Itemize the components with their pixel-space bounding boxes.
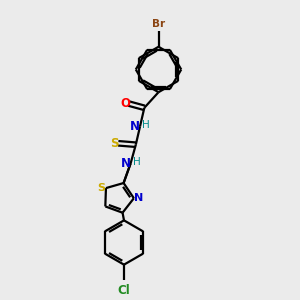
Text: N: N <box>134 193 143 203</box>
Text: H: H <box>142 120 150 130</box>
Text: O: O <box>120 97 130 110</box>
Text: H: H <box>133 157 141 167</box>
Text: N: N <box>130 120 140 133</box>
Text: Cl: Cl <box>118 284 130 297</box>
Text: S: S <box>111 137 119 150</box>
Text: S: S <box>98 183 106 193</box>
Text: N: N <box>121 157 130 170</box>
Text: Br: Br <box>152 19 165 29</box>
